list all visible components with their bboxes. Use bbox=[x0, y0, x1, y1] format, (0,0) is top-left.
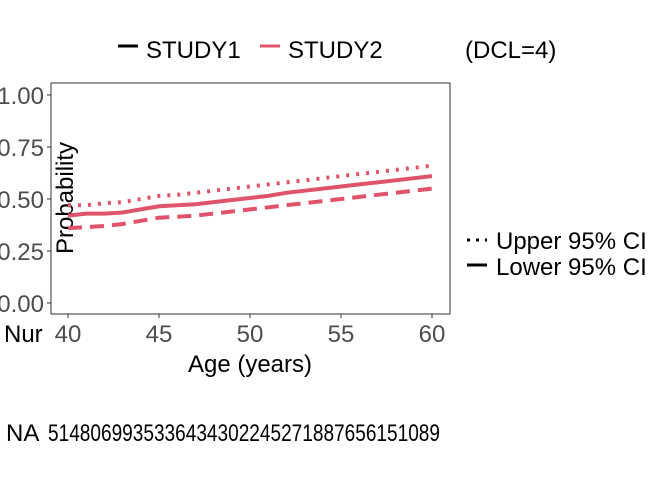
legend-note-dcl: (DCL=4) bbox=[465, 37, 556, 64]
x-axis: 40 45 50 55 60 bbox=[55, 314, 446, 348]
x-axis-title: Age (years) bbox=[188, 351, 312, 378]
risk-table-row-label: NA bbox=[6, 420, 39, 447]
y-tick-label: 0.50 bbox=[0, 187, 44, 214]
y-axis-title: Probability bbox=[52, 142, 79, 254]
legend-label-study2: STUDY2 bbox=[288, 37, 383, 64]
y-tick-label: 0.00 bbox=[0, 291, 44, 318]
risk-table-row-label-left: Nur bbox=[4, 321, 43, 348]
x-tick-label: 60 bbox=[419, 321, 446, 348]
series-line-upper-ci bbox=[68, 163, 433, 208]
x-tick-label: 40 bbox=[55, 321, 82, 348]
legend-top: STUDY1 STUDY2 (DCL=4) bbox=[118, 37, 556, 64]
legend-label-study1: STUDY1 bbox=[146, 37, 241, 64]
series-line-lower-ci bbox=[67, 186, 433, 231]
series-line-study2 bbox=[67, 174, 433, 218]
y-axis: 1.00 0.75 0.50 0.25 0.00 bbox=[0, 83, 51, 318]
legend-label-lower-ci: Lower 95% CI bbox=[496, 254, 647, 281]
legend-right: Upper 95% CI Lower 95% CI bbox=[467, 228, 647, 281]
y-tick-label: 0.25 bbox=[0, 239, 44, 266]
risk-table: Nur NA 514806993533643430224527188765615… bbox=[4, 321, 440, 447]
x-tick-label: 45 bbox=[146, 321, 173, 348]
risk-table-values: 5148069935336434302245271887656151089 bbox=[48, 420, 440, 447]
x-tick-label: 50 bbox=[237, 321, 264, 348]
legend-label-upper-ci: Upper 95% CI bbox=[496, 228, 647, 255]
y-tick-label: 1.00 bbox=[0, 83, 44, 110]
y-tick-label: 0.75 bbox=[0, 135, 44, 162]
x-tick-label: 55 bbox=[328, 321, 355, 348]
series-group bbox=[67, 163, 433, 231]
